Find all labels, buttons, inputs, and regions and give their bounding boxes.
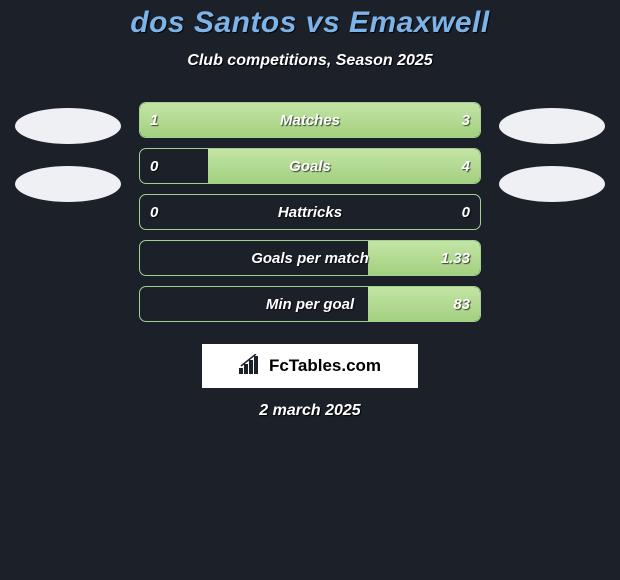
footer-date: 2 march 2025: [0, 402, 620, 420]
stat-bar: 0Hattricks0: [139, 194, 481, 230]
stat-bar: Min per goal83: [139, 286, 481, 322]
bar-value-left: 1: [150, 103, 158, 137]
stat-bar: Goals per match1.33: [139, 240, 481, 276]
bar-value-right: 4: [462, 149, 470, 183]
bar-fill: [140, 103, 480, 137]
bar-value-right: 0: [462, 195, 470, 229]
avatar-right-1: [499, 108, 605, 144]
page-subtitle: Club competitions, Season 2025: [0, 52, 620, 70]
avatar-column-right: [499, 102, 605, 322]
comparison-card: dos Santos vs Emaxwell Club competitions…: [0, 0, 620, 580]
bar-label: Hattricks: [140, 195, 480, 229]
avatar-right-2: [499, 166, 605, 202]
source-logo-text: FcTables.com: [269, 356, 381, 376]
page-title: dos Santos vs Emaxwell: [0, 6, 620, 40]
stat-bars: 1Matches30Goals40Hattricks0Goals per mat…: [139, 102, 481, 322]
bar-fill-right: [208, 149, 480, 183]
avatar-left-2: [15, 166, 121, 202]
bar-value-right: 83: [453, 287, 470, 321]
stat-bar: 1Matches3: [139, 102, 481, 138]
source-logo: FcTables.com: [202, 344, 418, 388]
bar-value-left: 0: [150, 149, 158, 183]
avatar-column-left: [15, 102, 121, 322]
stat-bar: 0Goals4: [139, 148, 481, 184]
chart-icon: [239, 354, 263, 379]
stats-area: 1Matches30Goals40Hattricks0Goals per mat…: [0, 102, 620, 322]
bar-value-right: 1.33: [441, 241, 470, 275]
bar-value-left: 0: [150, 195, 158, 229]
bar-value-right: 3: [462, 103, 470, 137]
avatar-left-1: [15, 108, 121, 144]
